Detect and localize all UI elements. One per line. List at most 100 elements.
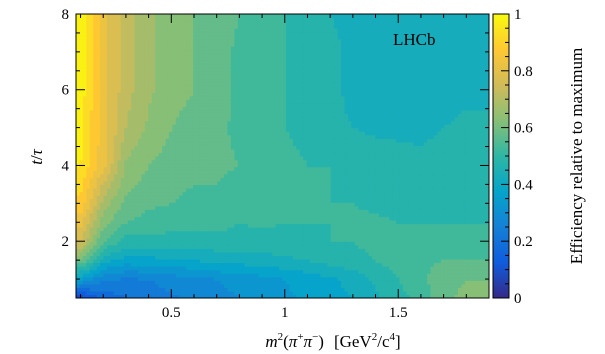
heatmap-cell bbox=[303, 170, 308, 175]
heatmap-cell bbox=[361, 195, 366, 200]
heatmap-cell bbox=[217, 163, 222, 168]
heatmap-cell bbox=[406, 294, 411, 298]
heatmap-cell bbox=[347, 280, 352, 285]
heatmap-cell bbox=[217, 230, 222, 235]
heatmap-cell bbox=[341, 244, 346, 249]
heatmap-cell bbox=[289, 251, 294, 256]
heatmap-cell bbox=[451, 163, 456, 168]
heatmap-cell bbox=[347, 230, 352, 235]
heatmap-cell bbox=[182, 237, 187, 242]
heatmap-cell bbox=[303, 148, 308, 154]
heatmap-cell bbox=[482, 262, 487, 267]
heatmap-cell bbox=[365, 241, 370, 246]
heatmap-cell bbox=[454, 184, 459, 189]
heatmap-cell bbox=[471, 223, 476, 228]
heatmap-cell bbox=[268, 205, 273, 210]
heatmap-cell bbox=[378, 152, 383, 157]
heatmap-cell bbox=[86, 180, 91, 185]
heatmap-cell bbox=[103, 195, 108, 200]
heatmap-cell bbox=[165, 262, 170, 267]
heatmap-cell bbox=[382, 251, 387, 256]
heatmap-cell bbox=[303, 209, 308, 214]
heatmap-cell bbox=[79, 152, 84, 157]
heatmap-cell bbox=[113, 290, 118, 296]
heatmap-cell bbox=[213, 152, 218, 157]
heatmap-cell bbox=[100, 152, 105, 157]
heatmap-cell bbox=[86, 251, 91, 256]
heatmap-cell bbox=[375, 163, 380, 168]
heatmap-cell bbox=[206, 227, 211, 232]
heatmap-cell bbox=[444, 237, 449, 242]
heatmap-cell bbox=[279, 170, 284, 175]
heatmap-cell bbox=[199, 205, 204, 210]
heatmap-cell bbox=[248, 166, 253, 171]
heatmap-cell bbox=[117, 184, 122, 189]
heatmap-cell bbox=[464, 209, 469, 214]
heatmap-cell bbox=[406, 248, 411, 253]
heatmap-cell bbox=[151, 198, 156, 203]
heatmap-cell bbox=[351, 244, 356, 249]
heatmap-cell bbox=[464, 237, 469, 242]
heatmap-cell bbox=[234, 248, 239, 253]
heatmap-cell bbox=[223, 177, 229, 182]
heatmap-cell bbox=[158, 180, 163, 185]
heatmap-cell bbox=[327, 287, 332, 292]
heatmap-cell bbox=[237, 212, 242, 217]
heatmap-cell bbox=[210, 195, 215, 200]
heatmap-cell bbox=[341, 237, 346, 242]
heatmap-cell bbox=[210, 255, 215, 260]
heatmap-cell bbox=[389, 248, 394, 253]
heatmap-cell bbox=[299, 173, 304, 178]
heatmap-cell bbox=[406, 234, 411, 239]
heatmap-cell bbox=[296, 251, 301, 256]
heatmap-cell bbox=[478, 230, 483, 235]
heatmap-cell bbox=[354, 241, 359, 246]
heatmap-cell bbox=[471, 184, 476, 189]
heatmap-cell bbox=[196, 219, 201, 225]
heatmap-cell bbox=[189, 148, 194, 154]
heatmap-cell bbox=[254, 166, 260, 171]
heatmap-cell bbox=[213, 283, 218, 288]
heatmap-cell bbox=[103, 280, 108, 285]
heatmap-cell bbox=[378, 205, 383, 210]
heatmap-cell bbox=[316, 283, 321, 288]
heatmap-cell bbox=[213, 166, 218, 171]
heatmap-cell bbox=[382, 234, 387, 239]
heatmap-cell bbox=[396, 173, 401, 178]
heatmap-cell bbox=[189, 255, 194, 260]
heatmap-cell bbox=[220, 216, 225, 221]
heatmap-cell bbox=[117, 148, 122, 154]
heatmap-cell bbox=[461, 219, 466, 225]
heatmap-cell bbox=[223, 187, 229, 193]
heatmap-cell bbox=[168, 244, 173, 249]
heatmap-cell bbox=[151, 163, 156, 168]
heatmap-cell bbox=[158, 191, 163, 196]
heatmap-cell bbox=[285, 209, 290, 214]
heatmap-cell bbox=[303, 290, 308, 296]
heatmap-cell bbox=[371, 202, 377, 207]
heatmap-cell bbox=[89, 237, 94, 242]
heatmap-cell bbox=[227, 216, 232, 221]
heatmap-cell bbox=[313, 290, 318, 296]
heatmap-cell bbox=[416, 163, 421, 168]
heatmap-cell bbox=[86, 273, 91, 278]
heatmap-cell bbox=[306, 230, 311, 235]
heatmap-cell bbox=[199, 287, 204, 292]
heatmap-cell bbox=[440, 163, 445, 168]
heatmap-cell bbox=[162, 287, 167, 292]
heatmap-cell bbox=[134, 159, 139, 164]
heatmap-cell bbox=[261, 244, 266, 249]
heatmap-cell bbox=[268, 166, 273, 171]
heatmap-cell bbox=[155, 294, 160, 298]
heatmap-cell bbox=[292, 248, 297, 253]
heatmap-cell bbox=[341, 269, 346, 274]
heatmap-cell bbox=[172, 195, 177, 200]
heatmap-cell bbox=[285, 237, 290, 242]
heatmap-cell bbox=[420, 216, 425, 221]
heatmap-cell bbox=[175, 237, 180, 242]
heatmap-cell bbox=[382, 184, 387, 189]
heatmap-cell bbox=[478, 258, 483, 264]
heatmap-cell bbox=[444, 184, 449, 189]
heatmap-cell bbox=[275, 170, 280, 175]
heatmap-cell bbox=[199, 248, 204, 253]
